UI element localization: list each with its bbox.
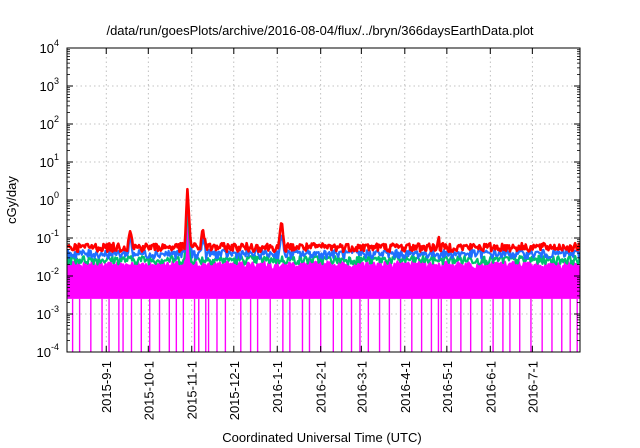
y-tick-label: 100 xyxy=(40,190,59,208)
y-tick-label: 101 xyxy=(40,152,59,170)
x-tick-label: 2015-9-1 xyxy=(99,361,114,413)
grid xyxy=(67,48,580,352)
x-tick-label: 2016-7-1 xyxy=(525,361,540,413)
x-tick-label: 2016-2-1 xyxy=(314,361,329,413)
x-tick-label: 2016-4-1 xyxy=(398,361,413,413)
x-tick-label: 2016-1-1 xyxy=(270,361,285,413)
x-tick-label: 2016-6-1 xyxy=(483,361,498,413)
x-axis: 2015-9-1 2015-10-1 2015-11-1 2015-12-1 2016-… xyxy=(99,48,540,420)
chart-title: /data/run/goesPlots/archive/2016-08-04/f… xyxy=(106,23,533,38)
y-tick-label: 10-2 xyxy=(37,266,59,284)
x-tick-label: 2015-12-1 xyxy=(227,361,242,420)
x-tick-label: 2015-11-1 xyxy=(185,361,200,419)
x-axis-label: Coordinated Universal Time (UTC) xyxy=(222,430,421,445)
plot-area xyxy=(67,187,580,352)
y-tick-label: 10-3 xyxy=(37,304,59,322)
y-tick-label: 104 xyxy=(40,38,59,56)
series-line xyxy=(67,187,580,254)
y-tick-label: 10-1 xyxy=(37,228,59,246)
y-axis-label: cGy/day xyxy=(4,176,19,224)
series-band xyxy=(67,212,580,299)
y-axis: 10-4 10-3 10-2 10-1 100 101 102 103 104 xyxy=(37,38,580,360)
x-tick-label: 2016-3-1 xyxy=(354,361,369,413)
x-tick-label: 2015-10-1 xyxy=(141,361,156,420)
x-tick-label: 2016-5-1 xyxy=(440,361,455,413)
series-line xyxy=(67,196,580,260)
y-tick-label: 102 xyxy=(40,114,59,132)
y-tick-label: 103 xyxy=(40,76,59,94)
y-tick-label: 10-4 xyxy=(37,342,59,360)
